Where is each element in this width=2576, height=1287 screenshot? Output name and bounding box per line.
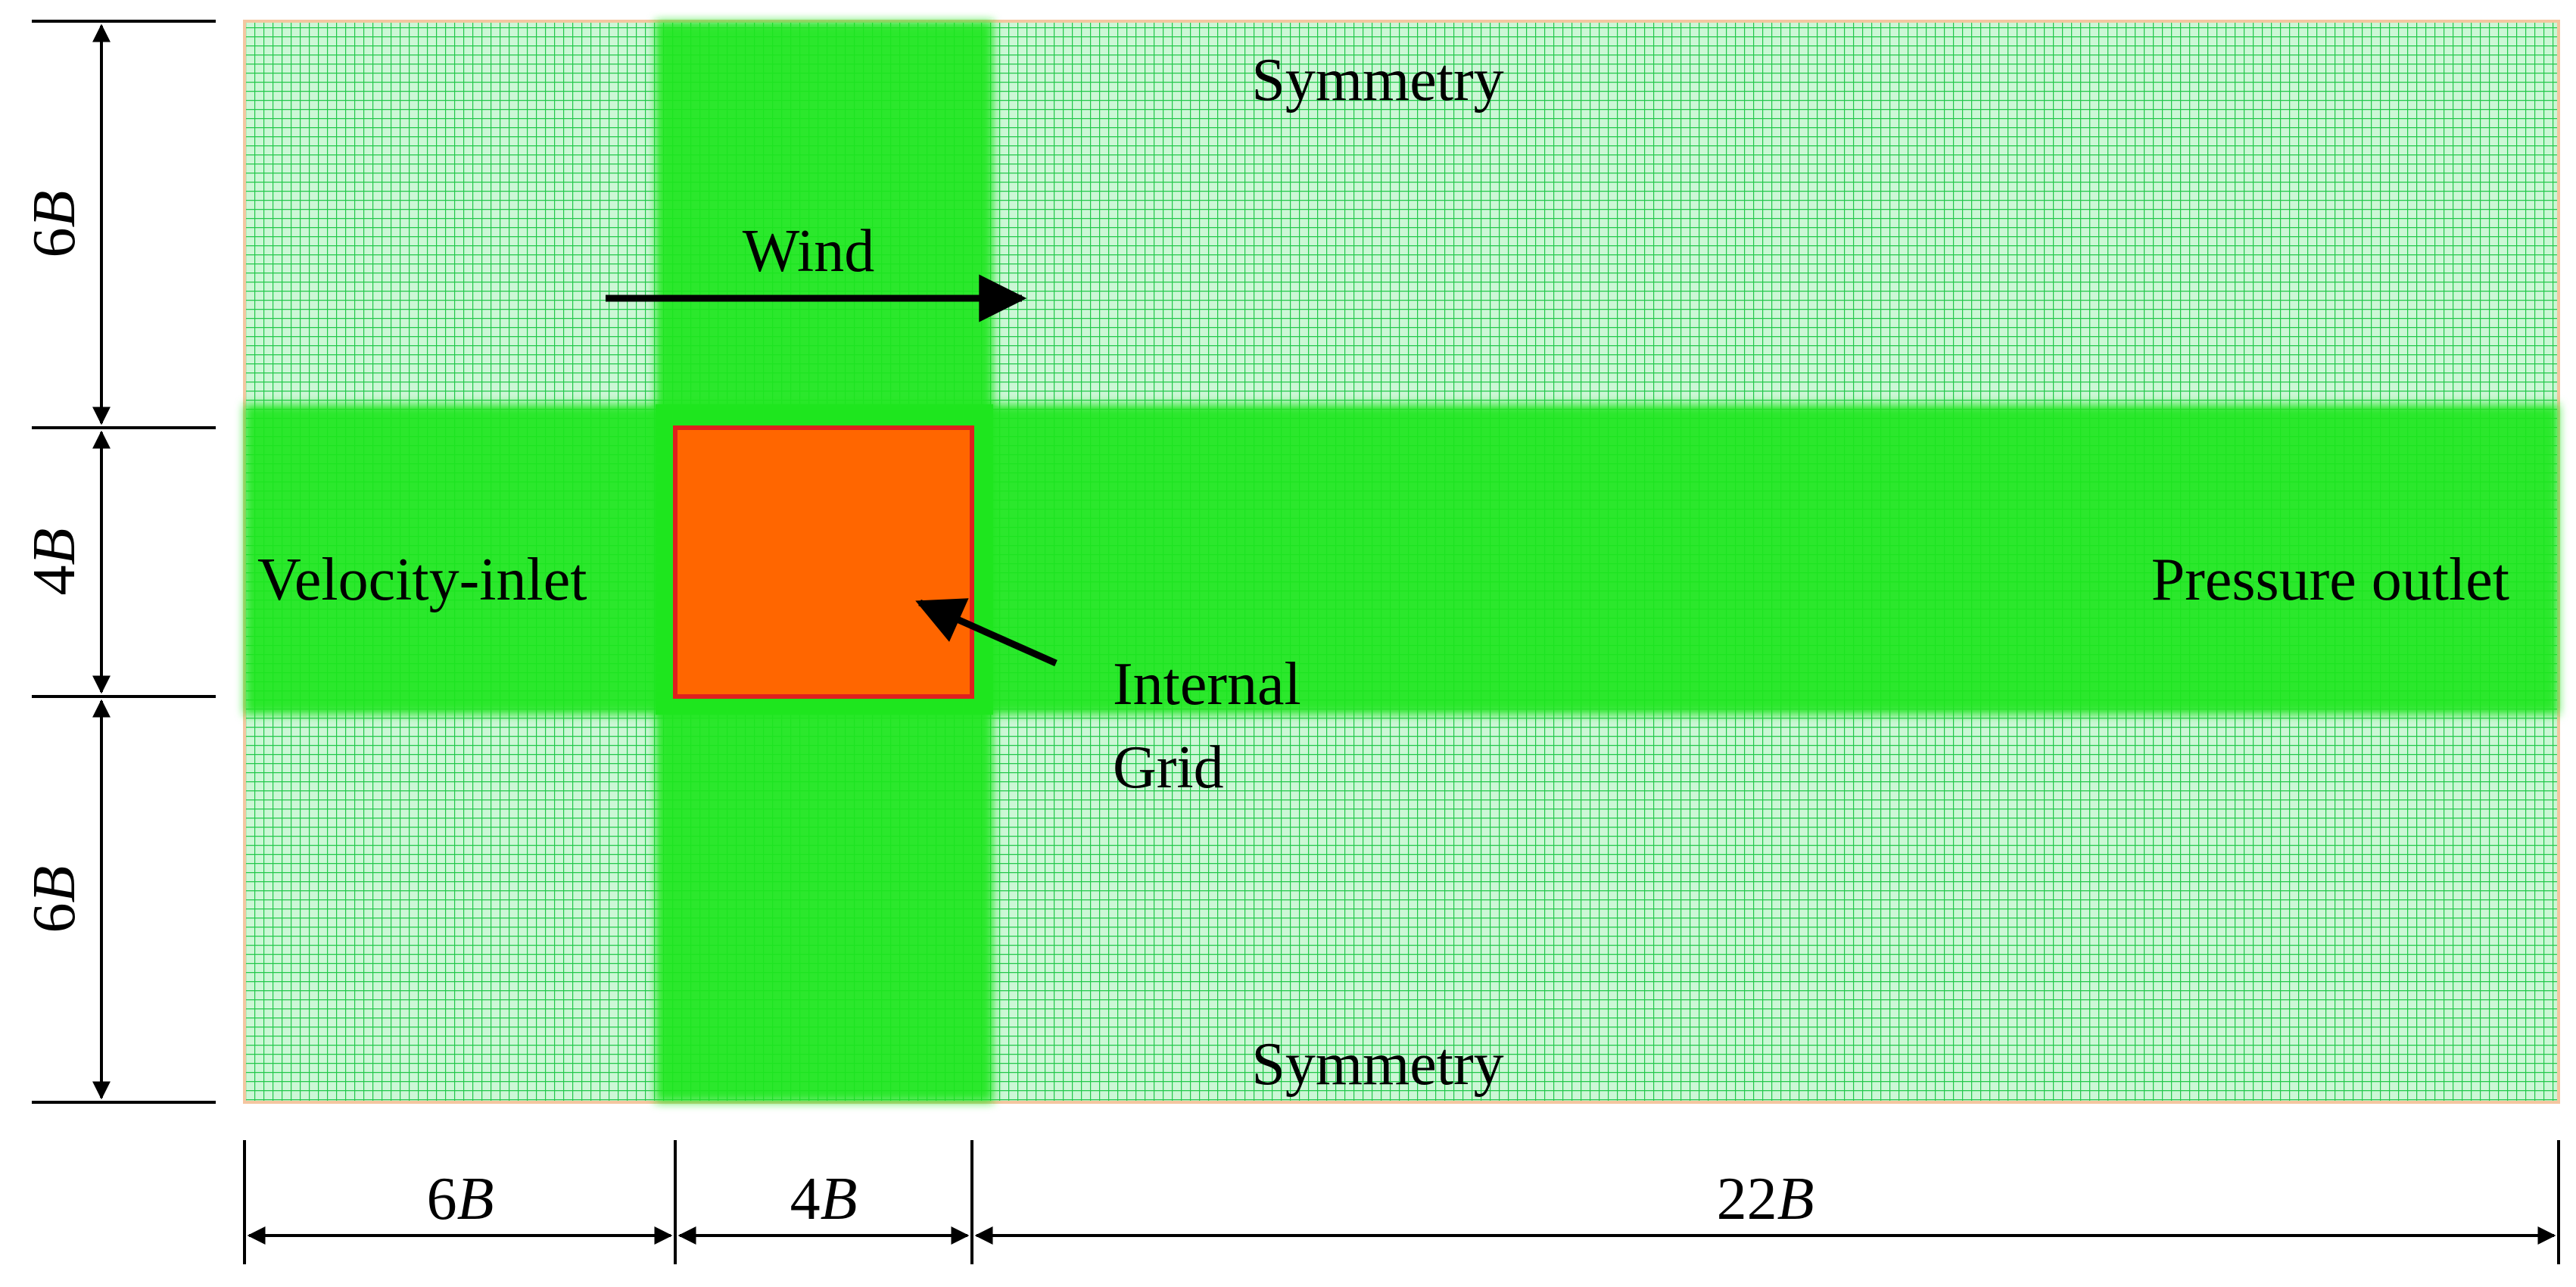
horizontal-dimensions — [243, 1140, 2560, 1264]
label-internal: Internal — [1113, 651, 1301, 718]
computational-domain — [243, 20, 2560, 1104]
internal-grid-arrow — [915, 598, 1057, 667]
dim-label-v1: 6B — [21, 191, 88, 258]
label-wind: Wind — [743, 218, 875, 285]
dim-label-h2: 4B — [790, 1166, 858, 1232]
refined-mesh-zones — [245, 21, 2559, 1102]
label-pressure-outlet: Pressure outlet — [2151, 547, 2509, 613]
refined-band-horizontal — [245, 404, 2559, 715]
dim-label-h3: 22B — [1717, 1166, 1814, 1232]
dim-label-v3: 6B — [21, 866, 88, 933]
label-velocity-inlet: Velocity-inlet — [257, 547, 587, 613]
dim-label-h1: 6B — [427, 1166, 494, 1232]
building-block — [673, 425, 974, 699]
label-grid: Grid — [1113, 734, 1224, 801]
label-bottom-symmetry: Symmetry — [1251, 1031, 1503, 1098]
dim-label-v2: 4B — [21, 528, 88, 596]
vertical-dimensions — [32, 20, 216, 1104]
label-top-symmetry: Symmetry — [1251, 47, 1503, 114]
